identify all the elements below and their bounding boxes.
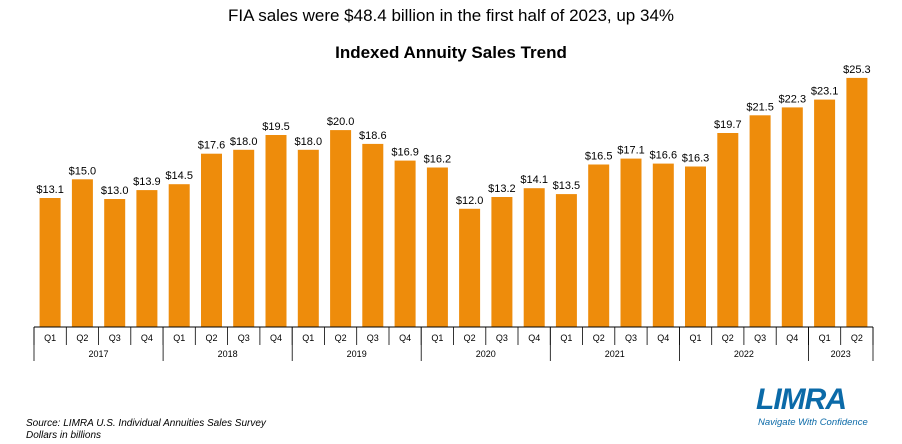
data-label: $13.1 xyxy=(36,184,64,196)
bar xyxy=(814,99,836,327)
bar xyxy=(104,199,126,327)
bar xyxy=(555,194,577,327)
quarter-tick-label: Q4 xyxy=(786,333,798,343)
data-label: $14.5 xyxy=(165,170,193,182)
data-label: $14.1 xyxy=(520,174,548,186)
quarter-tick-label: Q2 xyxy=(205,333,217,343)
bar xyxy=(426,167,448,327)
bar xyxy=(781,107,803,328)
year-tick-label: 2022 xyxy=(734,349,754,359)
quarter-tick-label: Q3 xyxy=(625,333,637,343)
limra-logo: LIMRA Navigate With Confidence xyxy=(756,383,868,433)
bar xyxy=(265,135,287,327)
quarter-tick-label: Q4 xyxy=(528,333,540,343)
bar xyxy=(523,188,545,327)
bar xyxy=(201,153,222,327)
bar xyxy=(846,77,868,328)
bar xyxy=(39,198,61,327)
bar xyxy=(362,143,384,327)
data-label: $19.5 xyxy=(262,121,290,133)
quarter-tick-label: Q2 xyxy=(335,333,347,343)
quarter-tick-label: Q1 xyxy=(819,333,831,343)
quarter-tick-label: Q4 xyxy=(141,333,153,343)
bar xyxy=(620,158,642,327)
quarter-tick-label: Q2 xyxy=(76,333,88,343)
quarter-tick-label: Q1 xyxy=(689,333,701,343)
data-label: $16.2 xyxy=(424,154,452,166)
quarter-tick-label: Q3 xyxy=(109,333,121,343)
bar xyxy=(717,133,739,327)
quarter-tick-label: Q2 xyxy=(722,333,734,343)
bar xyxy=(588,164,610,327)
source-note: Source: LIMRA U.S. Individual Annuities … xyxy=(26,418,266,442)
data-label: $13.0 xyxy=(101,185,129,197)
bar xyxy=(71,179,93,327)
bar xyxy=(749,115,771,327)
quarter-tick-label: Q4 xyxy=(399,333,411,343)
year-tick-label: 2017 xyxy=(88,349,108,359)
year-tick-label: 2018 xyxy=(218,349,238,359)
bar xyxy=(459,208,481,327)
units-line: Dollars in billions xyxy=(26,430,102,441)
bar xyxy=(136,190,158,327)
chart-title: Indexed Annuity Sales Trend xyxy=(335,43,567,62)
data-label: $12.0 xyxy=(456,195,484,207)
year-tick-label: 2021 xyxy=(605,349,625,359)
quarter-tick-label: Q1 xyxy=(431,333,443,343)
bar xyxy=(491,197,513,327)
logo-wordmark: LIMRA xyxy=(756,383,847,416)
bar xyxy=(233,149,255,327)
bar xyxy=(330,130,352,327)
data-label: $13.5 xyxy=(553,180,581,192)
quarter-tick-label: Q3 xyxy=(754,333,766,343)
quarter-tick-label: Q1 xyxy=(560,333,572,343)
data-label: $18.0 xyxy=(230,136,258,148)
quarter-tick-label: Q1 xyxy=(302,333,314,343)
data-label: $16.5 xyxy=(585,151,613,163)
source-line: Source: LIMRA U.S. Individual Annuities … xyxy=(26,418,266,429)
data-label: $13.2 xyxy=(488,183,516,195)
bar xyxy=(394,160,416,327)
bar xyxy=(685,166,706,327)
data-label: $13.9 xyxy=(133,176,161,188)
data-label: $18.0 xyxy=(295,136,323,148)
data-label: $22.3 xyxy=(779,93,807,105)
data-label: $15.0 xyxy=(69,165,97,177)
data-label: $20.0 xyxy=(327,116,355,128)
data-label: $18.6 xyxy=(359,130,387,142)
data-label: $19.7 xyxy=(714,119,742,131)
bar xyxy=(297,149,319,327)
data-label: $16.6 xyxy=(650,150,678,162)
quarter-tick-label: Q3 xyxy=(496,333,508,343)
data-label: $16.3 xyxy=(682,153,710,165)
quarter-tick-label: Q4 xyxy=(270,333,282,343)
quarter-tick-label: Q2 xyxy=(593,333,605,343)
data-label: $17.1 xyxy=(617,145,645,157)
quarter-tick-label: Q3 xyxy=(238,333,250,343)
quarter-tick-label: Q4 xyxy=(657,333,669,343)
headline: FIA sales were $48.4 billion in the firs… xyxy=(227,6,675,25)
data-label: $25.3 xyxy=(843,64,871,76)
data-label: $21.5 xyxy=(746,101,774,113)
bar xyxy=(168,184,190,327)
quarter-tick-label: Q2 xyxy=(851,333,863,343)
quarter-tick-label: Q1 xyxy=(44,333,56,343)
year-tick-label: 2019 xyxy=(347,349,367,359)
year-tick-label: 2020 xyxy=(476,349,496,359)
data-label: $16.9 xyxy=(391,147,419,159)
quarter-tick-label: Q2 xyxy=(464,333,476,343)
data-label: $17.6 xyxy=(198,140,226,152)
quarter-tick-label: Q1 xyxy=(173,333,185,343)
bar xyxy=(652,163,674,327)
quarter-tick-label: Q3 xyxy=(367,333,379,343)
logo-tagline: Navigate With Confidence xyxy=(758,417,868,428)
data-label: $23.1 xyxy=(811,86,839,98)
year-tick-label: 2023 xyxy=(831,349,851,359)
